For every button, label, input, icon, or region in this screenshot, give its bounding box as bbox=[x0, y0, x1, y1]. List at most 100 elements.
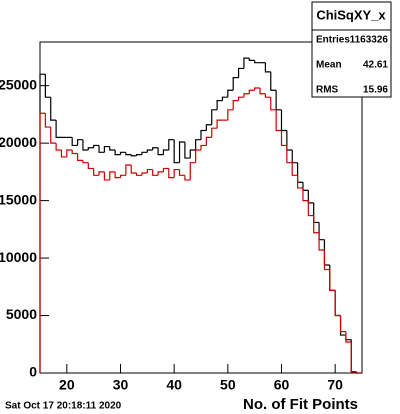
histogram-bin bbox=[297, 175, 303, 189]
histogram-bin bbox=[318, 232, 325, 251]
histogram-bin bbox=[243, 93, 250, 98]
stats-label: RMS bbox=[316, 85, 339, 96]
histogram-bin bbox=[334, 290, 341, 317]
histogram-bin bbox=[162, 167, 169, 172]
y-tick-label: 25000 bbox=[0, 76, 37, 92]
histogram-bin bbox=[307, 190, 314, 204]
histogram-bin bbox=[211, 109, 218, 125]
histogram-bin bbox=[264, 62, 271, 73]
histogram-bin bbox=[205, 124, 212, 131]
histogram-bin bbox=[136, 173, 142, 176]
histogram-bin bbox=[329, 264, 336, 291]
histogram-bin bbox=[44, 113, 51, 128]
x-tick-label: 70 bbox=[327, 377, 343, 393]
histogram-bin bbox=[119, 151, 126, 155]
histogram-bin bbox=[146, 168, 153, 174]
histogram-bin bbox=[345, 331, 352, 343]
histogram-bin bbox=[141, 151, 148, 155]
histogram-bin bbox=[248, 89, 255, 94]
histogram-bin bbox=[195, 139, 201, 151]
y-tick-label: 15000 bbox=[0, 191, 37, 207]
histogram-bin bbox=[168, 168, 175, 179]
histogram-bin bbox=[103, 145, 110, 153]
histogram-bin bbox=[329, 269, 336, 291]
histogram-bin bbox=[60, 150, 67, 158]
histogram-bin bbox=[297, 162, 303, 183]
x-tick-label: 40 bbox=[166, 377, 182, 393]
histogram-bin bbox=[200, 144, 207, 151]
histogram-bin bbox=[157, 147, 164, 156]
stats-box bbox=[311, 1, 392, 98]
histogram-bin bbox=[114, 171, 121, 179]
histogram-bin bbox=[76, 139, 83, 146]
histogram-bin bbox=[318, 222, 325, 241]
histogram-bin bbox=[184, 141, 191, 159]
x-tick-label: 20 bbox=[59, 377, 75, 393]
histogram-bin bbox=[178, 169, 185, 176]
histogram-bin bbox=[270, 71, 277, 91]
histogram-bin bbox=[173, 168, 180, 178]
histogram-bin bbox=[50, 127, 57, 144]
histogram-bin bbox=[259, 87, 266, 95]
y-tick-label: 5000 bbox=[6, 306, 37, 322]
histogram-bin bbox=[232, 100, 239, 110]
y-tick-label: 10000 bbox=[0, 249, 37, 265]
histogram-bin bbox=[87, 162, 94, 170]
x-tick-label: 60 bbox=[274, 377, 290, 393]
histogram-bin bbox=[82, 139, 89, 151]
histogram-bin bbox=[216, 100, 223, 110]
histogram-bin bbox=[119, 174, 126, 178]
histogram-bin bbox=[302, 187, 309, 202]
histogram-bin bbox=[173, 139, 180, 164]
histogram-bin bbox=[339, 315, 346, 333]
histogram-bin bbox=[216, 119, 223, 129]
histogram-bin bbox=[162, 149, 169, 155]
histogram-bin bbox=[323, 250, 330, 271]
histogram-bin bbox=[98, 171, 105, 176]
histogram-bin bbox=[243, 57, 250, 69]
histogram-bin bbox=[71, 137, 78, 147]
histogram-bin bbox=[125, 152, 132, 156]
histogram-bin bbox=[157, 171, 164, 176]
histogram-bin bbox=[211, 127, 218, 138]
x-tick-label: 50 bbox=[220, 377, 236, 393]
stats-value: 15.96 bbox=[363, 85, 388, 96]
histogram-bin bbox=[313, 202, 320, 224]
histogram-bin bbox=[152, 147, 159, 151]
histogram-bin bbox=[350, 341, 357, 374]
timestamp: Sat Oct 17 20:18:11 2020 bbox=[5, 401, 122, 412]
histogram-bin bbox=[254, 87, 261, 91]
y-tick-label: 0 bbox=[29, 364, 37, 380]
histogram-bin bbox=[130, 154, 137, 157]
histogram-bin bbox=[66, 149, 73, 157]
histogram-bin bbox=[270, 97, 277, 111]
histogram-bin bbox=[307, 200, 314, 217]
x-axis-label: No. of Fit Points bbox=[243, 396, 358, 413]
histogram-bin bbox=[280, 130, 287, 147]
stats-label: Mean bbox=[316, 60, 342, 71]
histogram-bin bbox=[93, 168, 100, 176]
y-tick-label: 20000 bbox=[0, 134, 37, 150]
histogram-bin bbox=[87, 147, 94, 151]
histogram-bin bbox=[39, 112, 46, 373]
histogram-bin bbox=[93, 144, 100, 148]
histogram-bin bbox=[334, 290, 341, 317]
stats-value: 1163326 bbox=[350, 35, 389, 46]
histogram-bin bbox=[237, 96, 244, 101]
histogram-bin bbox=[350, 339, 357, 373]
histogram-bin bbox=[254, 60, 261, 64]
histogram-bin bbox=[125, 164, 132, 176]
histogram-bin bbox=[136, 154, 142, 156]
histogram-bin bbox=[141, 172, 148, 176]
histogram-bin bbox=[152, 169, 159, 176]
histogram-bin bbox=[184, 175, 191, 181]
histogram-bin bbox=[168, 139, 175, 151]
histogram-bin bbox=[302, 182, 309, 191]
histogram-bin bbox=[200, 129, 207, 140]
histogram-bin bbox=[286, 130, 293, 151]
histogram-bin bbox=[39, 73, 46, 373]
histogram-bin bbox=[291, 162, 298, 176]
histogram-bin bbox=[103, 171, 110, 181]
